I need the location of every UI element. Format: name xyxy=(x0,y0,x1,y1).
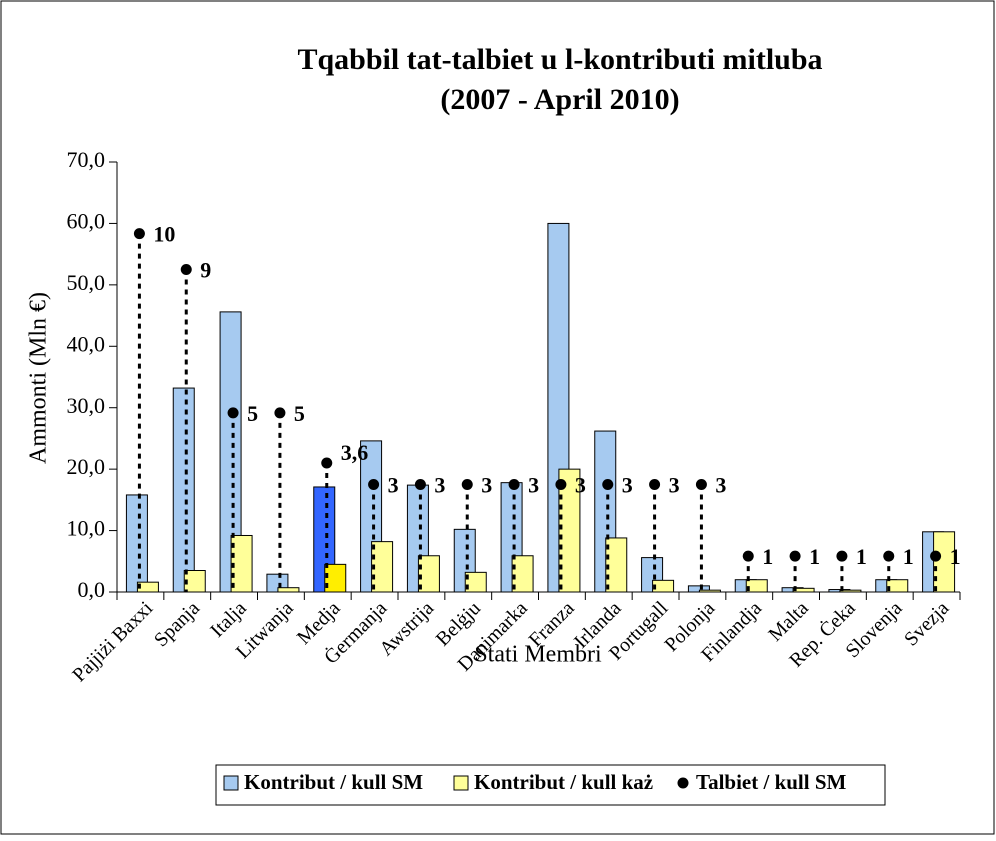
data-label: 10 xyxy=(153,222,175,247)
legend-swatch xyxy=(453,775,469,791)
bar xyxy=(371,541,394,593)
bar xyxy=(277,587,300,593)
data-label: 3 xyxy=(481,473,492,498)
dot xyxy=(695,479,707,490)
legend-swatch xyxy=(223,775,239,791)
bar xyxy=(136,581,159,593)
bar xyxy=(745,579,768,593)
data-label: 9 xyxy=(200,258,211,283)
dot xyxy=(789,550,801,562)
bar xyxy=(511,555,534,593)
data-label: 1 xyxy=(950,544,961,569)
chart-subtitle: (2007 - April 2010) xyxy=(440,83,679,116)
y-tick-label: 60,0 xyxy=(67,208,106,233)
y-tick-label: 0,0 xyxy=(78,577,106,602)
y-axis-label: Ammonti (Mln €) xyxy=(26,292,52,464)
data-label: 1 xyxy=(809,544,820,569)
legend-box xyxy=(215,764,886,806)
dot xyxy=(274,407,286,419)
y-tick-label: 50,0 xyxy=(67,270,106,295)
dot xyxy=(508,479,520,490)
dot xyxy=(742,550,754,562)
legend-label: Talbiet / kull SM xyxy=(696,770,847,794)
x-axis-label: Stati Membri xyxy=(474,642,602,668)
dot xyxy=(227,407,239,419)
data-label: 5 xyxy=(247,401,258,426)
bar xyxy=(933,531,956,593)
data-label: 3 xyxy=(528,473,539,498)
dot xyxy=(133,228,145,240)
dot xyxy=(883,550,895,562)
data-label: 3,6 xyxy=(341,440,369,465)
bar xyxy=(464,571,487,593)
dot xyxy=(414,479,426,490)
bar xyxy=(886,579,909,593)
data-label: 3 xyxy=(622,473,633,498)
data-label: 3 xyxy=(388,473,399,498)
legend-label: Kontribut / kull każ xyxy=(474,770,653,794)
data-label: 3 xyxy=(434,473,445,498)
legend-label: Kontribut / kull SM xyxy=(244,770,423,794)
bar xyxy=(172,387,195,593)
legend-swatch xyxy=(677,777,689,789)
data-label: 1 xyxy=(762,544,773,569)
y-tick-label: 10,0 xyxy=(67,516,106,541)
data-label: 1 xyxy=(903,544,914,569)
bar xyxy=(839,589,862,593)
dot xyxy=(321,457,333,469)
dot xyxy=(368,479,380,490)
data-label: 3 xyxy=(715,473,726,498)
bar xyxy=(183,570,206,593)
data-label: 3 xyxy=(669,473,680,498)
bar xyxy=(605,537,628,593)
bar xyxy=(417,555,440,593)
dot xyxy=(836,550,848,562)
dot xyxy=(555,479,567,490)
dot xyxy=(930,550,942,562)
y-tick-label: 40,0 xyxy=(67,331,106,356)
bar xyxy=(792,587,815,593)
dot xyxy=(461,479,473,490)
data-label: 3 xyxy=(575,473,586,498)
data-label: 5 xyxy=(294,401,305,426)
y-tick-label: 30,0 xyxy=(67,393,106,418)
bar xyxy=(652,579,675,593)
bar xyxy=(230,534,253,593)
bar xyxy=(324,563,347,593)
bar xyxy=(698,589,721,593)
chart-title: Tqabbil tat-talbiet u l-kontributi mitlu… xyxy=(297,43,822,76)
dot xyxy=(602,479,614,490)
bar xyxy=(558,468,581,593)
data-label: 1 xyxy=(856,544,867,569)
bar xyxy=(125,494,148,593)
dot xyxy=(649,479,661,490)
dot xyxy=(180,264,192,275)
y-tick-label: 70,0 xyxy=(67,147,106,172)
y-tick-label: 20,0 xyxy=(67,454,106,479)
